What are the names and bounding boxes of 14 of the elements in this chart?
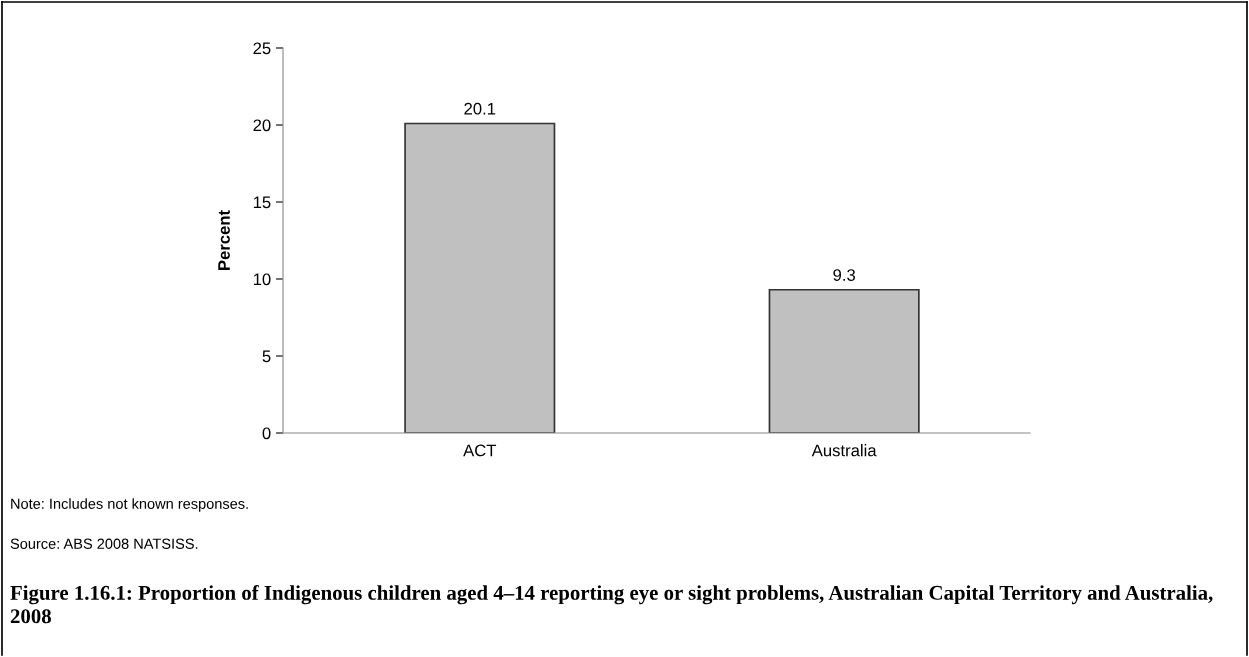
x-tick-label: Australia: [811, 444, 877, 457]
data-label: 20.1: [464, 102, 496, 115]
data-label: 9.3: [833, 269, 856, 281]
text: Figure 1.16.1: Proportion of Indigenous children aged 4–14 reporting eye or sight problems, Australian Capital Territory and Australia, 2008: [10, 585, 1213, 624]
y-tick-label: 0: [262, 427, 271, 440]
text: Note: Includes not known responses.: [11, 498, 248, 512]
x-tick-label: ACT: [463, 444, 497, 457]
y-tick-label: 15: [253, 196, 271, 209]
y-axis-title: Percent: [218, 210, 230, 270]
y-tick-label: 10: [253, 273, 271, 286]
y-tick-label: 5: [262, 350, 271, 363]
y-tick-label: 20: [253, 119, 271, 132]
source-note: Source: ABS 2008 NATSISS.: [10, 538, 198, 549]
y-tick-label: 25: [253, 42, 271, 55]
